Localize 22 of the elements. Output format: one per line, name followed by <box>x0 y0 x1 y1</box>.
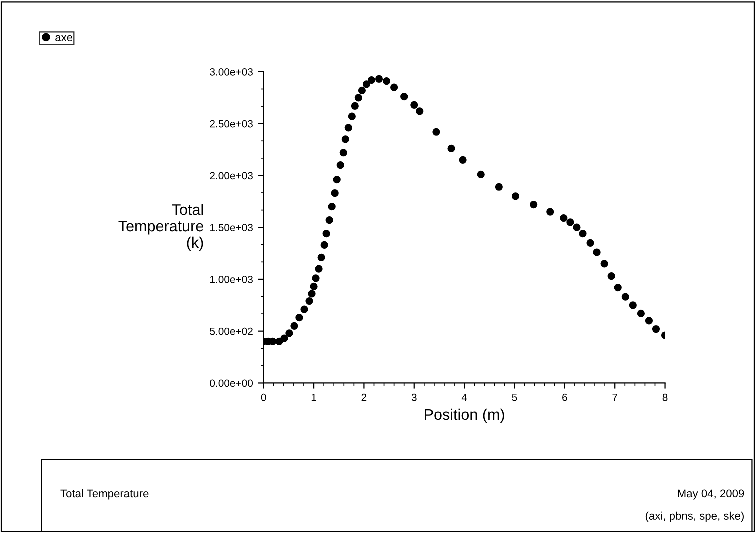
x-tick-label: 2 <box>362 394 367 402</box>
x-tick-label: 6 <box>562 394 568 402</box>
y-tick-label: 2.50e+03 <box>210 120 253 128</box>
x-tick-label: 1 <box>312 394 316 402</box>
text: May 04, 2009 <box>678 490 744 500</box>
y-tick-label: 1.50e+03 <box>210 224 253 232</box>
x-tick-label: 8 <box>662 394 668 402</box>
text: Total Temperature <box>60 489 149 500</box>
x-tick-label: 3 <box>412 394 417 402</box>
x-axis-title: Position (m) <box>425 408 504 424</box>
y-tick-label: 1.00e+03 <box>210 276 253 284</box>
x-tick-label: 0 <box>261 394 266 402</box>
y-tick-label: 3.00e+03 <box>210 68 253 76</box>
legend-label: axe <box>56 35 73 42</box>
y-tick-label: 2.00e+03 <box>210 172 253 180</box>
y-axis-title: Total Temperature (k) <box>118 204 204 252</box>
y-tick-label: 5.00e+02 <box>210 328 253 336</box>
text: (axi, pbns, spe, ske) <box>646 512 744 522</box>
x-tick-label: 5 <box>512 394 518 402</box>
x-tick-label: 4 <box>462 394 468 402</box>
x-tick-label: 7 <box>612 394 618 402</box>
y-tick-label: 0.00e+00 <box>210 380 254 388</box>
